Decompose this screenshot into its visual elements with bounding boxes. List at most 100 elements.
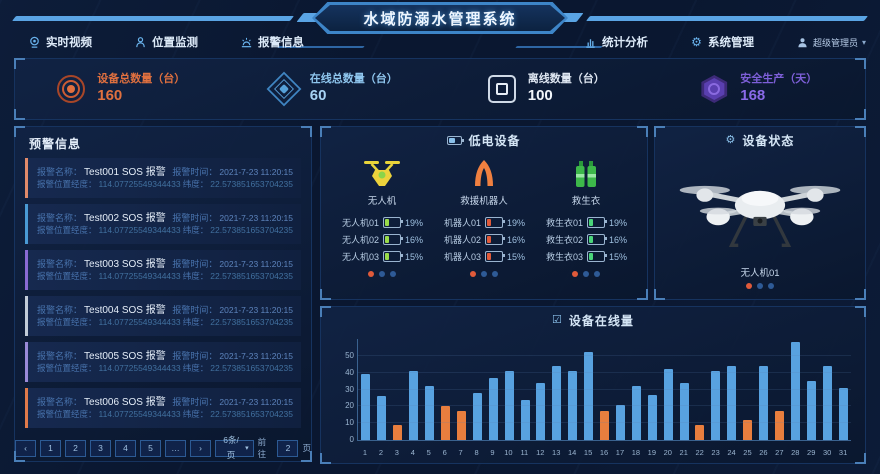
alert-name-value: Test006 SOS 报警 <box>84 397 166 408</box>
stat-device-total: 设备总数量（台） 160 <box>15 73 228 106</box>
bar-column <box>438 339 454 440</box>
alert-item[interactable]: 报警名称： Test001 SOS 报警 报警时间： 2021-7-23 11:… <box>25 158 301 198</box>
alert-name-label: 报警名称： <box>37 351 83 361</box>
chart-bar[interactable] <box>472 392 482 440</box>
chart-bar[interactable] <box>647 394 657 440</box>
alert-name-value: Test005 SOS 报警 <box>84 351 166 362</box>
low-battery-groups: 无人机 无人机01 19% 无人机02 16% 无人机03 15% 救援机器人 … <box>321 153 647 277</box>
alerts-pagination: ‹ 1 2 3 4 5… › 6条/页 ▾ 前往 2 页 <box>15 435 311 460</box>
alert-item[interactable]: 报警名称： Test005 SOS 报警 报警时间： 2021-7-23 11:… <box>25 342 301 382</box>
device-label: 无人机01 <box>740 268 780 279</box>
gridline <box>358 422 851 424</box>
chart-bar[interactable] <box>584 352 594 440</box>
battery-percent: 16% <box>609 234 628 245</box>
alert-time-value: 2021-7-23 11:20:15 <box>219 213 293 223</box>
chart-bar[interactable] <box>743 419 753 440</box>
chart-bar[interactable] <box>790 342 800 440</box>
alert-item[interactable]: 报警名称： Test003 SOS 报警 报警时间： 2021-7-23 11:… <box>25 250 301 290</box>
status-pagination-dots[interactable] <box>746 283 774 289</box>
chart-bar[interactable] <box>727 365 737 440</box>
alert-time-label: 报警时间： <box>172 397 218 407</box>
x-axis-label: 5 <box>426 448 431 457</box>
alert-time-label: 报警时间： <box>172 305 218 315</box>
page-number-button[interactable]: 2 <box>65 439 86 457</box>
x-axis-label: 10 <box>504 448 513 457</box>
chart-x-labels: 1 2 3 4 5 6 7 8 9 10 11 12 13 14 15 16 17 18 19 20 21 22 23 24 2… <box>357 448 851 457</box>
chart-bar[interactable] <box>759 365 769 440</box>
alert-item[interactable]: 报警名称： Test006 SOS 报警 报警时间： 2021-7-23 11:… <box>25 388 301 428</box>
alert-lng-value: 114.07725549344433 <box>98 271 181 281</box>
nav-label: 位置监测 <box>152 37 198 49</box>
goto-page-input[interactable]: 2 <box>277 439 299 457</box>
chart-bar[interactable] <box>440 406 450 440</box>
chart-bar[interactable] <box>488 377 498 440</box>
battery-level-icon <box>383 217 403 228</box>
alert-name-label: 报警名称： <box>37 167 83 177</box>
bar-column <box>676 339 692 440</box>
chart-bar[interactable] <box>520 399 530 440</box>
page-number-button[interactable]: 4 <box>115 439 136 457</box>
chart-bar[interactable] <box>456 411 466 440</box>
x-axis-label: 15 <box>583 448 593 457</box>
chart-bar[interactable] <box>663 369 673 440</box>
chart-bar[interactable] <box>615 404 625 440</box>
x-axis-label: 29 <box>807 448 816 457</box>
location-person-icon <box>134 36 147 49</box>
chart-bar[interactable] <box>536 382 546 440</box>
bar-column <box>565 339 581 440</box>
chart-bar[interactable] <box>838 387 848 440</box>
stat-online-total: 在线总数量（台） 60 <box>228 71 441 107</box>
nav-item-alarm-info[interactable]: 报警信息 <box>240 34 304 50</box>
nav-item-statistics[interactable]: 统计分析 <box>584 34 648 50</box>
bar-column <box>819 339 835 440</box>
page-size-select[interactable]: 6条/页 ▾ <box>215 435 254 460</box>
stats-panel: 设备总数量（台） 160 在线总数量（台） 60 离线数量（台） 100 安全生… <box>14 58 866 120</box>
chart-bar[interactable] <box>775 411 785 440</box>
user-menu[interactable]: 超级管理员 ▾ <box>796 36 866 49</box>
nav-item-location-monitor[interactable]: 位置监测 <box>134 34 198 50</box>
y-axis-tick: 20 <box>345 401 354 411</box>
group-pagination-dots[interactable] <box>572 271 600 277</box>
bar-column <box>374 339 390 440</box>
chart-bar[interactable] <box>504 371 514 440</box>
page-next-button[interactable]: › <box>190 439 211 457</box>
chart-bar[interactable] <box>631 386 641 440</box>
battery-level-icon <box>587 251 607 262</box>
y-axis-tick: 10 <box>345 418 354 428</box>
page-number-button[interactable]: 5 <box>140 439 161 457</box>
chart-bar[interactable] <box>711 371 721 440</box>
bar-chart-icon <box>584 36 597 49</box>
nav-label: 统计分析 <box>601 37 648 49</box>
x-axis-label: 26 <box>759 448 768 457</box>
page-number-button[interactable]: 1 <box>40 439 61 457</box>
page-prev-button[interactable]: ‹ <box>15 439 36 457</box>
chart-bar[interactable] <box>600 411 610 440</box>
chart-bar[interactable] <box>361 374 371 440</box>
alert-lng-label: 报警位置经度： <box>37 271 97 281</box>
group-pagination-dots[interactable] <box>470 271 498 277</box>
alert-item[interactable]: 报警名称： Test002 SOS 报警 报警时间： 2021-7-23 11:… <box>25 204 301 244</box>
chart-bar[interactable] <box>822 365 832 440</box>
alert-item[interactable]: 报警名称： Test004 SOS 报警 报警时间： 2021-7-23 11:… <box>25 296 301 336</box>
chart-bar[interactable] <box>377 396 387 440</box>
x-axis-label: 9 <box>490 448 495 457</box>
chart-bar[interactable] <box>393 424 403 440</box>
nav-item-system-admin[interactable]: ⚙ 系统管理 <box>690 34 754 50</box>
chart-bar[interactable] <box>409 371 419 440</box>
group-pagination-dots[interactable] <box>368 271 396 277</box>
battery-percent: 19% <box>609 217 628 228</box>
bar-column <box>756 339 772 440</box>
chart-bar[interactable] <box>806 381 816 440</box>
bar-column <box>692 339 708 440</box>
device-type-label: 救生衣 <box>571 196 601 207</box>
chart-bar[interactable] <box>425 386 435 440</box>
chart-bar[interactable] <box>552 365 562 440</box>
chart-title: 设备在线量 <box>568 313 634 328</box>
alert-lng-label: 报警位置经度： <box>37 317 97 327</box>
page-number-button[interactable]: 3 <box>90 439 111 457</box>
chart-bar[interactable] <box>679 382 689 440</box>
page-number-button[interactable]: … <box>165 439 186 457</box>
nav-item-realtime-video[interactable]: 实时视频 <box>28 34 92 50</box>
chart-bar[interactable] <box>695 424 705 440</box>
chart-bar[interactable] <box>568 371 578 440</box>
